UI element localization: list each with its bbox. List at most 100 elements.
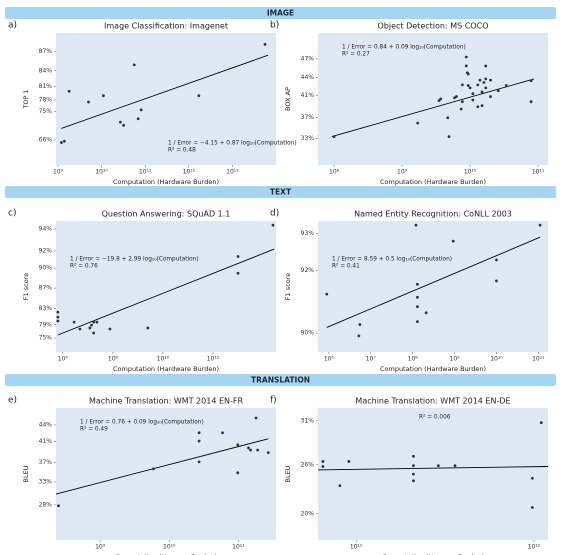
y-tick-label: 79% xyxy=(39,321,53,328)
y-tick-label: 92% xyxy=(39,248,53,255)
annotation: R² = 0.76 xyxy=(70,263,98,270)
data-point xyxy=(412,472,415,476)
x-tick-label: 10¹⁰ xyxy=(95,169,108,176)
x-tick-label: 10⁸ xyxy=(408,356,419,363)
x-tick-label: 10¹⁰ xyxy=(490,356,503,363)
data-point xyxy=(236,255,240,258)
data-point xyxy=(459,107,463,111)
data-point xyxy=(480,90,484,94)
data-point xyxy=(72,320,76,324)
data-point xyxy=(197,460,201,464)
panel-label: b) xyxy=(270,21,279,31)
y-axis-label: F1 score xyxy=(22,273,30,300)
data-point xyxy=(108,327,112,331)
data-point xyxy=(139,108,143,112)
y-tick-label: 26% xyxy=(301,461,315,468)
data-point xyxy=(466,84,470,87)
data-point xyxy=(495,279,498,283)
x-tick-label: 10⁸ xyxy=(108,356,119,363)
y-tick-label: 87% xyxy=(39,285,53,292)
data-point xyxy=(416,295,419,299)
y-tick-label: 78% xyxy=(39,96,53,103)
annotation: R² = 0.48 xyxy=(168,147,196,154)
chart-title: Question Answering: SQuAD 1.1 xyxy=(102,210,231,219)
data-point xyxy=(489,95,492,98)
chart-title: Machine Translation: WMT 2014 EN-DE xyxy=(355,397,510,406)
data-point xyxy=(482,81,486,84)
fit-line xyxy=(61,54,269,129)
y-tick-label: 87% xyxy=(39,48,53,55)
data-point xyxy=(460,83,464,87)
data-point xyxy=(57,504,60,508)
data-point xyxy=(468,86,472,90)
data-point xyxy=(146,326,150,330)
data-point xyxy=(495,258,498,262)
data-point xyxy=(249,448,252,452)
x-axis-label: Computation (Hardware Burden) xyxy=(113,178,219,186)
annotation: 1 / Error = 8.59 + 0.5 log₁₀(Computation… xyxy=(332,257,452,263)
data-point xyxy=(321,465,325,468)
annotation: 1 / Error = 0.76 + 0.09 log₁₀(Computatio… xyxy=(80,420,204,426)
data-point xyxy=(358,323,362,326)
annotation: 1 / Error = −4.15 + 0.87 log₁₀(Computati… xyxy=(168,141,297,147)
section-title: IMAGE xyxy=(267,9,294,18)
data-point xyxy=(256,448,260,452)
data-point xyxy=(347,460,351,463)
y-tick-label: 92% xyxy=(301,267,315,274)
data-point xyxy=(132,63,136,67)
data-point xyxy=(266,451,270,455)
chart-title: Machine Translation: WMT 2014 EN-FR xyxy=(89,397,244,406)
plot-area xyxy=(56,33,276,165)
plot-area xyxy=(318,221,548,352)
x-tick-label: 10¹² xyxy=(207,356,220,363)
panel-label: d) xyxy=(270,209,279,219)
section-banner xyxy=(5,186,556,198)
fit-line xyxy=(331,78,535,138)
data-point xyxy=(197,431,201,435)
x-tick-label: 10⁹ xyxy=(53,169,64,176)
data-point xyxy=(460,100,464,104)
x-tick-label: 10⁶ xyxy=(324,356,335,363)
data-point xyxy=(478,78,482,82)
data-point xyxy=(236,471,240,475)
fit-line xyxy=(57,248,275,336)
annotation: R² = 0.49 xyxy=(80,426,108,433)
data-point xyxy=(236,443,240,447)
x-tick-label: 10⁸ xyxy=(329,169,340,176)
x-axis-label: Computation (Harware Burden) xyxy=(382,553,484,555)
x-axis-label: Computation (Hardware Burden) xyxy=(113,365,219,373)
y-axis-label: TOP 1 xyxy=(22,89,30,109)
data-point xyxy=(529,79,533,83)
data-point xyxy=(476,83,480,87)
data-point xyxy=(88,326,92,330)
y-tick-label: 44% xyxy=(301,74,315,81)
data-point xyxy=(122,123,126,127)
annotation: 1 / Error = 0.84 + 0.09 log₁₀(Computatio… xyxy=(342,45,466,51)
x-tick-label: 10⁹ xyxy=(450,356,461,363)
annotation: R² = 0.006 xyxy=(419,414,451,421)
y-tick-label: 37% xyxy=(39,459,53,466)
x-tick-label: 10¹³ xyxy=(226,169,239,176)
data-point xyxy=(87,100,90,104)
data-point xyxy=(136,117,140,121)
y-tick-label: 81% xyxy=(39,83,53,90)
fit-line xyxy=(317,466,549,471)
data-point xyxy=(504,84,508,87)
data-point xyxy=(321,460,325,463)
y-axis-label: BOX AP xyxy=(284,87,292,111)
section-title: TEXT xyxy=(270,188,292,197)
y-tick-label: 84% xyxy=(39,67,53,74)
data-point xyxy=(197,439,201,443)
data-point xyxy=(325,292,329,296)
data-point xyxy=(538,223,542,227)
y-tick-label: 90% xyxy=(39,265,53,272)
fit-line xyxy=(326,236,541,328)
data-point xyxy=(466,72,470,76)
data-point xyxy=(56,315,60,319)
section-title: TRANSLATION xyxy=(251,376,310,385)
data-point xyxy=(416,305,419,309)
data-point xyxy=(416,320,419,324)
section-banner xyxy=(5,7,556,19)
data-point xyxy=(471,98,475,102)
data-point xyxy=(424,311,428,315)
